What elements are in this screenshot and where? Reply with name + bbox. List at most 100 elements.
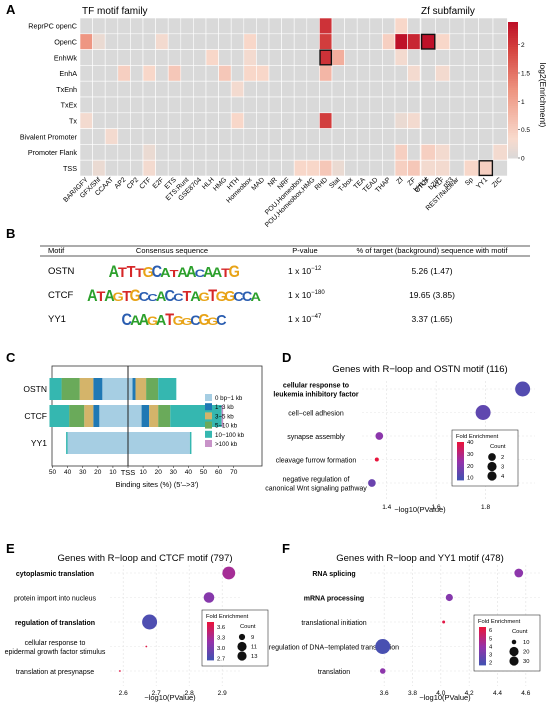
- heatmap-cell: [142, 159, 156, 177]
- panel-f-go-enrichment: Genes with R−loop and YY1 motif (478) −l…: [269, 553, 541, 702]
- legend-gradient-step: [479, 627, 486, 629]
- go-term-dot: [515, 381, 531, 397]
- legend-swatch: [205, 403, 212, 411]
- heatmap-cell: [155, 96, 169, 114]
- legend-title-fold-enrichment: Fold Enrichment: [478, 619, 521, 625]
- colorbar-tick-label: 0: [521, 156, 525, 163]
- heatmap-cell: [79, 17, 93, 35]
- heatmap-cell: [435, 80, 451, 98]
- colorbar-step: [508, 76, 518, 80]
- go-term-dot: [379, 668, 386, 674]
- colorbar-step: [508, 110, 518, 114]
- logo-letter: T: [96, 289, 105, 305]
- heatmap-column-label: Zf: [395, 176, 404, 185]
- heatmap-cell: [117, 112, 131, 129]
- legend-gradient-step: [207, 652, 214, 655]
- heatmap-cell: [230, 65, 245, 82]
- x-tick-label: 3.6: [380, 690, 389, 697]
- colorbar-step: [508, 80, 518, 84]
- heatmap-cell: [230, 49, 245, 66]
- colorbar-step: [508, 133, 518, 136]
- heatmap-cell: [155, 33, 169, 50]
- heatmap-cell: [104, 80, 119, 98]
- heatmap-cell: [394, 128, 408, 145]
- colorbar-step: [508, 112, 518, 116]
- logo-letter: C: [190, 312, 200, 327]
- go-term-dot: [514, 568, 524, 578]
- logo-letter: C: [152, 263, 162, 281]
- colorbar-label: log2(Enrichment): [538, 63, 548, 128]
- table-cell-percent: 19.65 (3.85): [409, 290, 455, 300]
- logo-letter: A: [203, 265, 214, 281]
- heatmap-cell: [180, 159, 194, 177]
- heatmap-cell: [449, 17, 465, 35]
- heatmap-cell: [369, 80, 383, 98]
- heatmap-cell: [218, 128, 232, 145]
- legend-label: 5−10 kb: [215, 423, 238, 430]
- table-cell-motif: CTCF: [48, 290, 74, 301]
- heatmap-cell: [230, 33, 245, 50]
- heatmap-cell: [92, 96, 106, 114]
- heatmap-cell: [463, 80, 479, 98]
- heatmap-cell: [193, 96, 207, 114]
- heatmap-cell: [256, 128, 270, 145]
- legend-gradient-step: [457, 473, 464, 476]
- legend-fe-tick: 40: [467, 440, 473, 446]
- legend-label: 1−3 kb: [215, 404, 234, 411]
- distribution-segment: [146, 378, 159, 400]
- heatmap-cell: [79, 33, 93, 50]
- legend-gradient-step: [457, 469, 464, 472]
- heatmap-cell: [306, 96, 320, 114]
- distribution-segment: [79, 378, 94, 400]
- logo-letter: G: [229, 263, 240, 281]
- heatmap-cell: [79, 49, 93, 66]
- heatmap-cell: [104, 144, 119, 161]
- distribution-segment: [135, 378, 147, 400]
- heatmap-cell: [117, 49, 131, 66]
- heatmap-cell: [130, 80, 144, 98]
- heatmap-left: ReprPC openC OpenC EnhWk EnhA TxEnh TxEx Tx Biv…: [20, 17, 459, 229]
- legend-title-count: Count: [490, 444, 506, 450]
- heatmap-cell: [130, 112, 144, 129]
- term-label-line: canonical Wnt signaling pathway: [265, 486, 367, 493]
- legend-gradient-step: [479, 639, 486, 642]
- heatmap-cell: [281, 144, 295, 161]
- heatmap-column-label: ZIC: [491, 176, 504, 189]
- heatmap-cell: [142, 80, 156, 98]
- heatmap-cell: [293, 17, 308, 35]
- go-term-dot: [475, 405, 491, 420]
- colorbar-step: [508, 87, 518, 91]
- heatmap-cell: [344, 96, 358, 114]
- colorbar-step: [508, 31, 518, 34]
- heatmap-cell: [79, 144, 93, 161]
- colorbar-step: [508, 135, 518, 139]
- heatmap-cell: [243, 33, 257, 50]
- heatmap-cell: [420, 96, 436, 114]
- term-label: negative regulation of canonical Wnt sign…: [265, 477, 367, 493]
- colorbar-step: [508, 62, 518, 66]
- logo-letter: A: [250, 290, 261, 303]
- logo-letter: G: [207, 315, 218, 328]
- legend-gradient-step: [207, 657, 214, 660]
- heatmap-cell: [142, 17, 156, 35]
- heatmap-cell: [130, 17, 144, 35]
- heatmap-cell: [117, 128, 131, 145]
- table-cell-pvalue: 1 x 10−47: [288, 314, 322, 324]
- heatmap-cell: [420, 112, 436, 129]
- heatmap-cell: [281, 96, 295, 114]
- heatmap-cell: [130, 65, 144, 82]
- heatmap-cell: [394, 65, 408, 82]
- legend-count-label: 13: [251, 654, 257, 660]
- heatmap-cell: [394, 96, 408, 114]
- heatmap-cell: [92, 144, 106, 161]
- legend-gradient-step: [207, 651, 214, 653]
- heatmap-cell: [463, 33, 479, 50]
- heatmap-cell: [369, 96, 383, 114]
- heatmap-cell: [205, 80, 219, 98]
- heatmap-cell: [268, 80, 282, 98]
- table-cell-motif: OSTN: [48, 266, 75, 277]
- heatmap-cell: [167, 17, 182, 35]
